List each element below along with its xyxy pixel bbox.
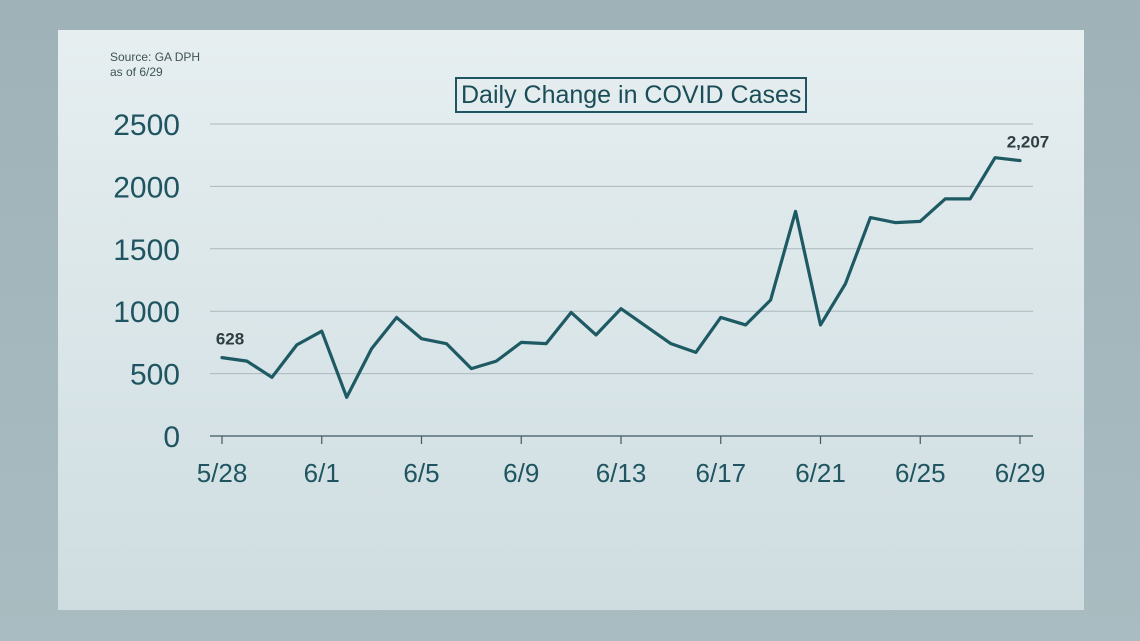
chart-title-box: Daily Change in COVID Cases bbox=[455, 77, 808, 113]
as-of-line: as of 6/29 bbox=[110, 65, 163, 79]
x-tick-label: 6/9 bbox=[503, 458, 539, 488]
data-label: 628 bbox=[216, 330, 244, 349]
x-tick-label: 6/13 bbox=[596, 458, 647, 488]
chart-panel bbox=[58, 30, 1084, 610]
source-note: Source: GA DPH as of 6/29 bbox=[110, 50, 200, 80]
y-tick-label: 1000 bbox=[113, 296, 180, 329]
x-tick-label: 6/21 bbox=[795, 458, 846, 488]
y-tick-label: 1500 bbox=[113, 234, 180, 267]
y-tick-label: 2500 bbox=[113, 109, 180, 142]
y-tick-label: 2000 bbox=[113, 171, 180, 204]
y-tick-label: 500 bbox=[130, 359, 180, 392]
y-tick-label: 0 bbox=[163, 421, 180, 454]
x-tick-label: 6/17 bbox=[695, 458, 746, 488]
chart-title: Daily Change in COVID Cases bbox=[461, 81, 802, 109]
x-tick-label: 6/1 bbox=[304, 458, 340, 488]
x-tick-label: 5/28 bbox=[197, 458, 248, 488]
x-tick-label: 6/5 bbox=[403, 458, 439, 488]
x-tick-label: 6/25 bbox=[895, 458, 946, 488]
data-label: 2,207 bbox=[1007, 133, 1050, 152]
series-line bbox=[220, 156, 1022, 399]
x-tick-label: 6/29 bbox=[995, 458, 1046, 488]
source-line: Source: GA DPH bbox=[110, 50, 201, 64]
